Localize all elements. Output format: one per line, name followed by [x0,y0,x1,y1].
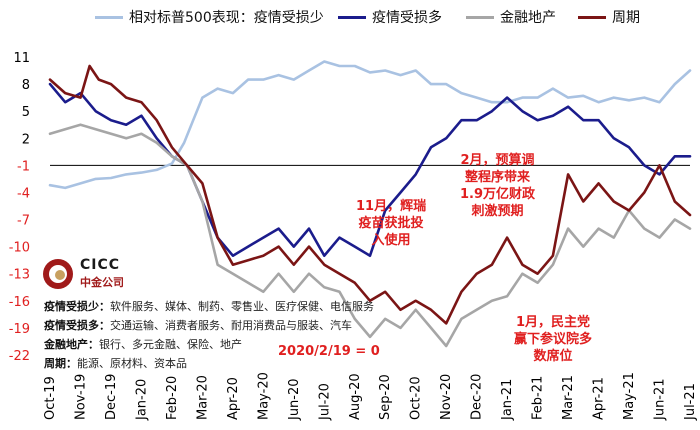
x-tick-label-0: Oct-19 [43,376,58,420]
cicc-logo: CICC 中金公司 [42,257,152,292]
legend-swatch-more-affected [338,15,366,19]
x-tick-label-16: Feb-21 [531,376,546,420]
y-tick-label-4: -1 [17,159,30,174]
x-tick-label-17: Mar-21 [561,375,576,420]
vaccine-annotation: 11月，辉瑞 疫苗获批投 入使用 [356,199,427,248]
legend-swatch-less-affected [95,15,123,19]
senate-annotation: 1月，民主党 赢下参议院多 数席位 [514,315,593,364]
y-tick-label-1: 8 [22,78,30,93]
chart-legend: 相对标普500表现：疫情受损少 疫情受损多 金融地产 周期 [0,0,700,34]
legend-swatch-cyclical [578,15,606,19]
series-line-2 [48,123,692,348]
x-tick-label-15: Jan-21 [500,379,515,421]
brand-subtitle: 中金公司 [80,276,124,289]
x-tick-label-3: Jan-20 [134,379,149,421]
y-tick-label-2: 5 [22,105,30,120]
legend-label-finance: 金融地产 [500,10,556,26]
x-tick-label-13: Nov-20 [439,374,454,420]
y-tick-label-0: 11 [13,51,30,66]
note-cyclical: 周期：能源、原材料、资本品 [44,357,187,370]
y-tick-label-9: -16 [9,295,30,310]
note-more-affected: 疫情受损多：交通运输、消费者服务、耐用消费品与服装、汽车 [44,319,352,332]
x-tick-label-10: Aug-20 [348,373,363,420]
category-notes: 疫情受损少：软件服务、媒体、制药、零售业、医疗保健、电信服务 疫情受损多：交通运… [44,297,404,373]
legend-label-more-affected: 疫情受损多 [372,10,442,26]
x-axis: Oct-19 Nov-19 Dec-19 Jan-20 Feb-20 Mar-20 Apr-… [43,372,698,421]
series-lines [48,60,692,348]
cicc-seal-icon [43,259,73,289]
y-tick-label-11: -22 [9,349,30,364]
legend-swatch-finance [466,15,494,19]
y-tick-label-6: -7 [17,214,30,229]
x-tick-label-9: Jul-20 [317,383,332,421]
note-less-affected: 疫情受损少：软件服务、媒体、制药、零售业、医疗保健、电信服务 [44,300,374,313]
note-finance: 金融地产：银行、多元金融、保险、地产 [44,338,242,351]
stimulus-annotation: 2月，预算调 整程序带来 1.9万亿财政 刺激预期 [460,153,536,219]
y-tick-label-10: -19 [9,322,30,337]
baseline-date-annotation: 2020/2/19 = 0 [278,344,380,359]
x-tick-label-8: Jun-20 [287,378,302,421]
x-tick-label-21: Jul-21 [683,383,698,421]
y-tick-label-8: -13 [9,268,30,283]
x-tick-label-12: Oct-20 [409,376,424,420]
x-tick-label-5: Mar-20 [195,375,210,420]
x-tick-label-18: Apr-21 [592,377,607,420]
x-tick-label-1: Nov-19 [73,374,88,420]
x-tick-label-2: Dec-19 [104,374,119,420]
y-axis: 11 8 5 2 -1 -4 -7 -10 -13 -16 -19 -22 [9,51,30,364]
x-tick-label-4: Feb-20 [165,376,180,420]
legend-label-cyclical: 周期 [612,10,640,26]
x-tick-label-20: Jun-21 [653,378,668,421]
legend-item-finance: 金融地产 [466,6,556,28]
brand-name: CICC [80,257,121,273]
legend-item-more-affected: 疫情受损多 [338,6,442,28]
x-tick-label-11: Sep-20 [378,374,393,420]
y-tick-label-5: -4 [17,186,30,201]
x-tick-label-6: Apr-20 [226,377,241,420]
series-line-3 [48,64,692,325]
legend-item-less-affected: 相对标普500表现：疫情受损少 [95,6,324,28]
series-line-0 [48,60,692,190]
legend-item-cyclical: 周期 [578,6,640,28]
x-tick-label-19: May-21 [622,372,637,420]
x-tick-label-14: Dec-20 [470,374,485,420]
x-tick-label-7: May-20 [256,372,271,420]
series-line-1 [48,82,692,257]
y-tick-label-3: 2 [22,132,30,147]
legend-label-less-affected: 相对标普500表现：疫情受损少 [129,10,324,26]
y-tick-label-7: -10 [9,241,30,256]
